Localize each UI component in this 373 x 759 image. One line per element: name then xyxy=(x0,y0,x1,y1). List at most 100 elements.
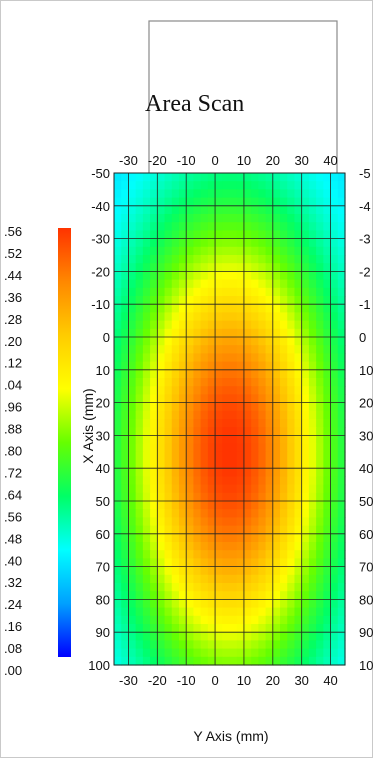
heatmap-cell xyxy=(200,394,209,404)
heatmap-cell xyxy=(150,222,158,231)
heatmap-cell xyxy=(222,656,231,666)
heatmap-cell xyxy=(200,353,209,363)
heatmap-cell xyxy=(280,410,288,420)
heatmap-cell xyxy=(142,369,151,379)
heatmap-cell xyxy=(316,369,324,379)
heatmap-cell xyxy=(193,328,202,338)
heatmap-cell xyxy=(301,443,310,453)
heatmap-cell xyxy=(272,599,281,609)
heatmap-cell xyxy=(308,197,317,207)
heatmap-cell xyxy=(243,632,252,641)
heatmap-cell xyxy=(330,533,339,543)
heatmap-cell xyxy=(178,591,187,600)
heatmap-cell xyxy=(135,550,144,559)
heatmap-cell xyxy=(323,558,332,568)
heatmap-cell xyxy=(287,410,296,420)
heatmap-cell xyxy=(265,304,274,313)
heatmap-cell xyxy=(222,542,231,551)
heatmap-cell xyxy=(337,599,346,609)
heatmap-cell xyxy=(229,205,238,215)
heatmap-cell xyxy=(330,181,339,190)
heatmap-cell xyxy=(193,624,202,633)
heatmap-cell xyxy=(128,361,137,371)
heatmap-cell xyxy=(258,386,267,395)
heatmap-cell xyxy=(164,427,173,436)
heatmap-cell xyxy=(114,238,122,248)
heatmap-cell xyxy=(258,624,267,633)
heatmap-cell xyxy=(157,238,166,248)
heatmap-cell xyxy=(142,533,151,543)
heatmap-cell xyxy=(150,460,158,469)
heatmap-cell xyxy=(222,443,231,453)
heatmap-cell xyxy=(207,542,216,551)
heatmap-cell xyxy=(222,386,231,395)
heatmap-cell xyxy=(280,656,288,666)
heatmap-cell xyxy=(243,451,252,461)
heatmap-cell xyxy=(193,501,202,510)
heatmap-cell xyxy=(287,533,296,543)
heatmap-cell xyxy=(157,427,166,436)
heatmap-cell xyxy=(323,402,332,412)
colorbar-gradient xyxy=(58,228,71,657)
heatmap-cell xyxy=(287,648,296,658)
heatmap-cell xyxy=(142,419,151,428)
heatmap-cell xyxy=(157,337,166,346)
heatmap-cell xyxy=(157,222,166,231)
heatmap-cell xyxy=(337,525,346,535)
heatmap-cell xyxy=(229,624,238,633)
heatmap-cell xyxy=(280,566,288,576)
heatmap-cell xyxy=(164,255,173,264)
heatmap-cell xyxy=(164,189,173,199)
heatmap-cell xyxy=(128,574,137,584)
heatmap-cell xyxy=(236,181,245,190)
heatmap-cell xyxy=(135,492,144,502)
heatmap-cell xyxy=(272,648,281,658)
heatmap-cell xyxy=(171,386,180,395)
heatmap-cell xyxy=(258,599,267,609)
heatmap-cell xyxy=(323,214,332,223)
heatmap-cell xyxy=(114,361,122,371)
heatmap-cell xyxy=(200,583,209,592)
heatmap-cell xyxy=(121,214,130,223)
heatmap-cell xyxy=(308,304,317,313)
heatmap-cell xyxy=(337,378,346,387)
heatmap-cell xyxy=(236,345,245,354)
heatmap-cell xyxy=(200,574,209,584)
heatmap-cell xyxy=(164,402,173,412)
heatmap-cell xyxy=(323,246,332,256)
heatmap-cell xyxy=(287,361,296,371)
heatmap-cell xyxy=(243,501,252,510)
heatmap-cell xyxy=(171,468,180,477)
heatmap-cell xyxy=(121,607,130,617)
heatmap-cell xyxy=(193,615,202,625)
heatmap-cell xyxy=(287,574,296,584)
heatmap-cell xyxy=(258,181,267,190)
heatmap-cell xyxy=(272,173,281,182)
heatmap-cell xyxy=(316,517,324,527)
heatmap-cell xyxy=(215,624,223,633)
heatmap-cell xyxy=(142,378,151,387)
heatmap-cell xyxy=(308,230,317,240)
heatmap-cell xyxy=(229,369,238,379)
heatmap-cell xyxy=(294,525,303,535)
heatmap-cell xyxy=(243,238,252,248)
heatmap-cell xyxy=(121,468,130,477)
heatmap-cell xyxy=(128,656,137,666)
heatmap-cell xyxy=(142,656,151,666)
heatmap-cell xyxy=(229,427,238,436)
heatmap-cell xyxy=(258,238,267,248)
heatmap-cell xyxy=(280,320,288,330)
heatmap-cell xyxy=(222,328,231,338)
heatmap-cell xyxy=(222,337,231,346)
y-tick-label-left: -20 xyxy=(91,264,110,279)
heatmap-cell xyxy=(258,443,267,453)
heatmap-cell xyxy=(200,435,209,445)
heatmap-cell xyxy=(236,410,245,420)
heatmap-cell xyxy=(171,640,180,650)
heatmap-cell xyxy=(323,419,332,428)
heatmap-cell xyxy=(337,632,346,641)
heatmap-cell xyxy=(150,337,158,346)
heatmap-cell xyxy=(243,394,252,404)
heatmap-cell xyxy=(243,353,252,363)
heatmap-cell xyxy=(316,246,324,256)
